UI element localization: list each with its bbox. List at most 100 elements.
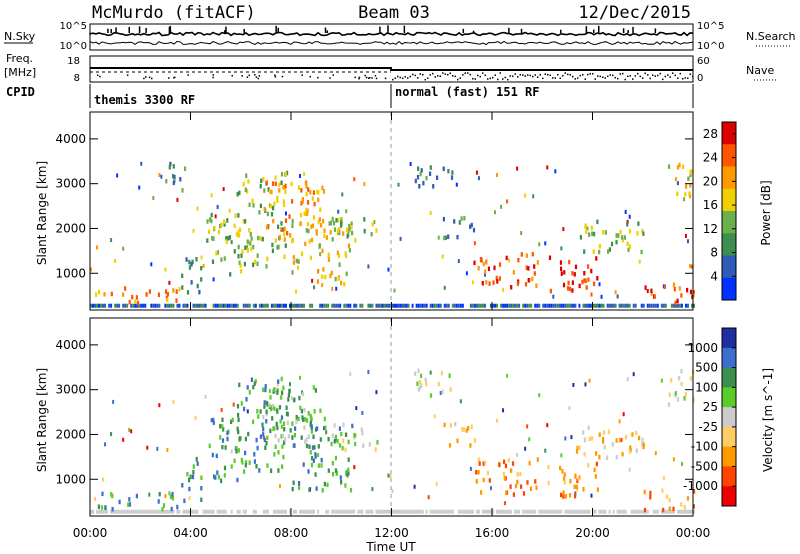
cell [586,509,589,514]
nave-dot [649,77,651,80]
cell [288,509,291,514]
cell [106,509,109,514]
cell [585,285,588,290]
cell [620,437,623,442]
freq-tick-top: 18 [67,56,80,67]
cell [262,427,265,432]
nave-dot [657,74,659,77]
cell [194,303,197,308]
cell [514,483,518,489]
cell [442,216,445,222]
cell [524,282,528,287]
cell [233,458,236,464]
cell [604,509,607,514]
nave-dot [371,77,373,79]
cell [297,185,300,190]
cell [371,509,374,514]
cell [183,498,186,504]
cell [229,272,232,277]
cell [441,509,444,514]
cell [286,170,289,176]
nave-dot [669,76,671,78]
cell [670,303,673,308]
cell [148,289,151,294]
cell [349,372,352,377]
cell [524,509,527,514]
cell [316,426,319,431]
cell [462,427,465,432]
cell [309,422,312,427]
cell [334,434,337,440]
velocity-x-axis: 00:00 04:00 08:00 12:00 16:00 20:00 00:00 [73,318,710,540]
cell [608,509,611,514]
nave-dot [255,76,258,78]
cell [219,423,222,429]
cell [369,509,372,514]
colorbar-tick-label: 16 [703,198,718,212]
cell [502,303,505,308]
cell [693,303,695,308]
cell [611,442,614,447]
cell [419,303,422,308]
cell [684,509,687,514]
cell [435,303,438,308]
cell [263,206,266,212]
cell [684,192,687,197]
cell [237,412,240,418]
nave-dot [529,74,531,77]
cell [288,389,291,394]
cell [419,171,422,177]
cell [283,440,286,445]
cell [595,256,598,261]
cell [624,209,627,214]
cell [593,281,596,287]
cell [591,231,594,236]
cell [504,303,507,308]
cell [274,433,277,439]
cell [598,249,601,255]
cell [368,442,371,447]
cell [185,257,188,262]
cell [407,303,410,308]
cell [514,509,517,514]
cell [282,421,286,426]
cell [610,303,613,308]
cell [582,430,585,435]
cell [309,190,312,195]
cell [323,426,326,431]
cell [96,509,99,514]
cell [347,243,351,248]
cell [648,303,651,308]
cell [538,303,541,308]
cell [350,225,353,230]
cell [276,390,279,395]
cell [546,303,549,308]
cell [542,509,545,514]
cell [200,255,203,260]
cell [158,491,161,497]
cell [672,457,675,462]
cell [265,419,268,424]
cell [361,509,364,514]
cell [226,436,229,442]
cell [581,279,584,285]
cell [210,509,213,514]
cell [449,423,452,428]
cell [420,168,423,173]
nave-dot [612,74,614,77]
cell [236,404,240,409]
cell [401,303,404,308]
cell [116,173,119,178]
nave-dot [241,75,243,77]
cell [322,218,325,224]
cell [223,256,226,261]
cell [297,416,300,422]
cell [273,387,276,392]
cell [327,257,331,262]
cell [409,161,412,166]
power-ylabel: Slant Range [km] [35,161,49,265]
x-axis-label: Time UT [365,540,416,554]
cell [443,422,446,428]
